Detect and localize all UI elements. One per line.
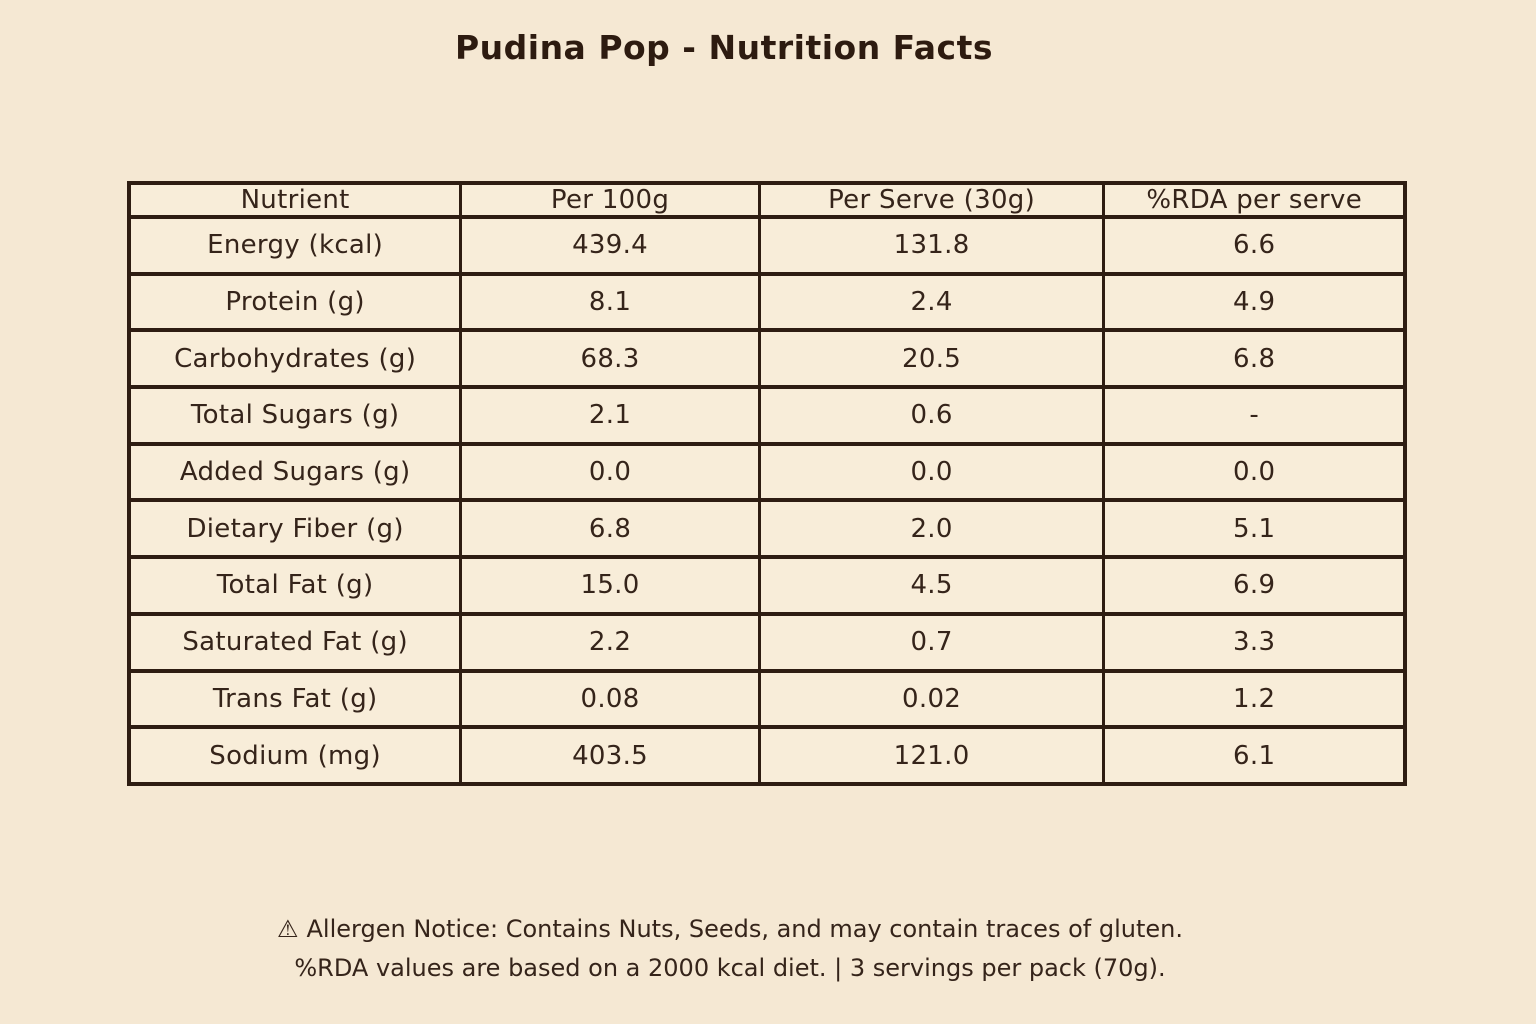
- nutrient-cell: Added Sugars (g): [127, 441, 463, 503]
- rda-cell: 6.9: [1102, 555, 1407, 616]
- rda-cell: 6.8: [1102, 328, 1407, 390]
- table-row: Sodium (mg) 403.5 121.0 6.1: [127, 725, 1407, 786]
- rda-cell: 6.1: [1102, 725, 1407, 786]
- page-title: Pudina Pop - Nutrition Facts: [454, 28, 994, 67]
- per-serve-cell: 0.02: [757, 668, 1106, 730]
- table-row: Total Sugars (g) 2.1 0.6 -: [127, 385, 1407, 446]
- per-serve-cell: 121.0: [757, 725, 1106, 786]
- nutrient-cell: Dietary Fiber (g): [127, 498, 463, 560]
- per-100g-cell: 2.1: [459, 385, 761, 446]
- per-100g-cell: 6.8: [459, 498, 761, 560]
- rda-cell: 0.0: [1102, 441, 1407, 503]
- nutrient-cell: Saturated Fat (g): [127, 611, 463, 673]
- table-row: Total Fat (g) 15.0 4.5 6.9: [127, 555, 1407, 616]
- nutrient-cell: Energy (kcal): [127, 215, 463, 276]
- rda-cell: 1.2: [1102, 668, 1407, 730]
- per-serve-cell: 0.0: [757, 441, 1106, 503]
- per-100g-cell: 0.08: [459, 668, 761, 730]
- table-row: Added Sugars (g) 0.0 0.0 0.0: [127, 441, 1407, 503]
- allergen-notice-text: Allergen Notice: Contains Nuts, Seeds, a…: [306, 915, 1183, 943]
- nutrient-cell: Sodium (mg): [127, 725, 463, 786]
- rda-note: %RDA values are based on a 2000 kcal die…: [294, 954, 1166, 982]
- column-header-rda-per-serve: %RDA per serve: [1102, 181, 1407, 219]
- per-100g-cell: 439.4: [459, 215, 761, 276]
- table-row: Trans Fat (g) 0.08 0.02 1.2: [127, 668, 1407, 730]
- per-100g-cell: 8.1: [459, 271, 761, 333]
- per-100g-cell: 403.5: [459, 725, 761, 786]
- rda-cell: -: [1102, 385, 1407, 446]
- warning-icon: ⚠: [277, 915, 299, 943]
- per-serve-cell: 131.8: [757, 215, 1106, 276]
- rda-cell: 3.3: [1102, 611, 1407, 673]
- table-row: Energy (kcal) 439.4 131.8 6.6: [127, 215, 1407, 276]
- nutrient-cell: Trans Fat (g): [127, 668, 463, 730]
- column-header-nutrient: Nutrient: [127, 181, 463, 219]
- column-header-per-100g: Per 100g: [459, 181, 761, 219]
- per-serve-cell: 2.0: [757, 498, 1106, 560]
- nutrient-cell: Protein (g): [127, 271, 463, 333]
- nutrition-table: Nutrient Per 100g Per Serve (30g) %RDA p…: [127, 181, 1407, 786]
- per-serve-cell: 0.6: [757, 385, 1106, 446]
- per-serve-cell: 2.4: [757, 271, 1106, 333]
- per-100g-cell: 0.0: [459, 441, 761, 503]
- per-100g-cell: 68.3: [459, 328, 761, 390]
- per-100g-cell: 2.2: [459, 611, 761, 673]
- per-serve-cell: 0.7: [757, 611, 1106, 673]
- footer-notes: ⚠ Allergen Notice: Contains Nuts, Seeds, …: [0, 910, 1498, 988]
- nutrient-cell: Total Sugars (g): [127, 385, 463, 446]
- table-row: Carbohydrates (g) 68.3 20.5 6.8: [127, 328, 1407, 390]
- nutrient-cell: Carbohydrates (g): [127, 328, 463, 390]
- per-100g-cell: 15.0: [459, 555, 761, 616]
- per-serve-cell: 4.5: [757, 555, 1106, 616]
- per-serve-cell: 20.5: [757, 328, 1106, 390]
- rda-cell: 6.6: [1102, 215, 1407, 276]
- table-row: Protein (g) 8.1 2.4 4.9: [127, 271, 1407, 333]
- rda-cell: 5.1: [1102, 498, 1407, 560]
- nutrition-table-body: Energy (kcal) 439.4 131.8 6.6 Protein (g…: [127, 215, 1407, 786]
- column-header-per-serve: Per Serve (30g): [757, 181, 1106, 219]
- table-row: Saturated Fat (g) 2.2 0.7 3.3: [127, 611, 1407, 673]
- table-header: Nutrient Per 100g Per Serve (30g) %RDA p…: [127, 181, 1407, 219]
- rda-cell: 4.9: [1102, 271, 1407, 333]
- table-header-row: Nutrient Per 100g Per Serve (30g) %RDA p…: [127, 181, 1407, 219]
- allergen-notice: ⚠ Allergen Notice: Contains Nuts, Seeds, …: [0, 910, 1498, 949]
- table-row: Dietary Fiber (g) 6.8 2.0 5.1: [127, 498, 1407, 560]
- nutrient-cell: Total Fat (g): [127, 555, 463, 616]
